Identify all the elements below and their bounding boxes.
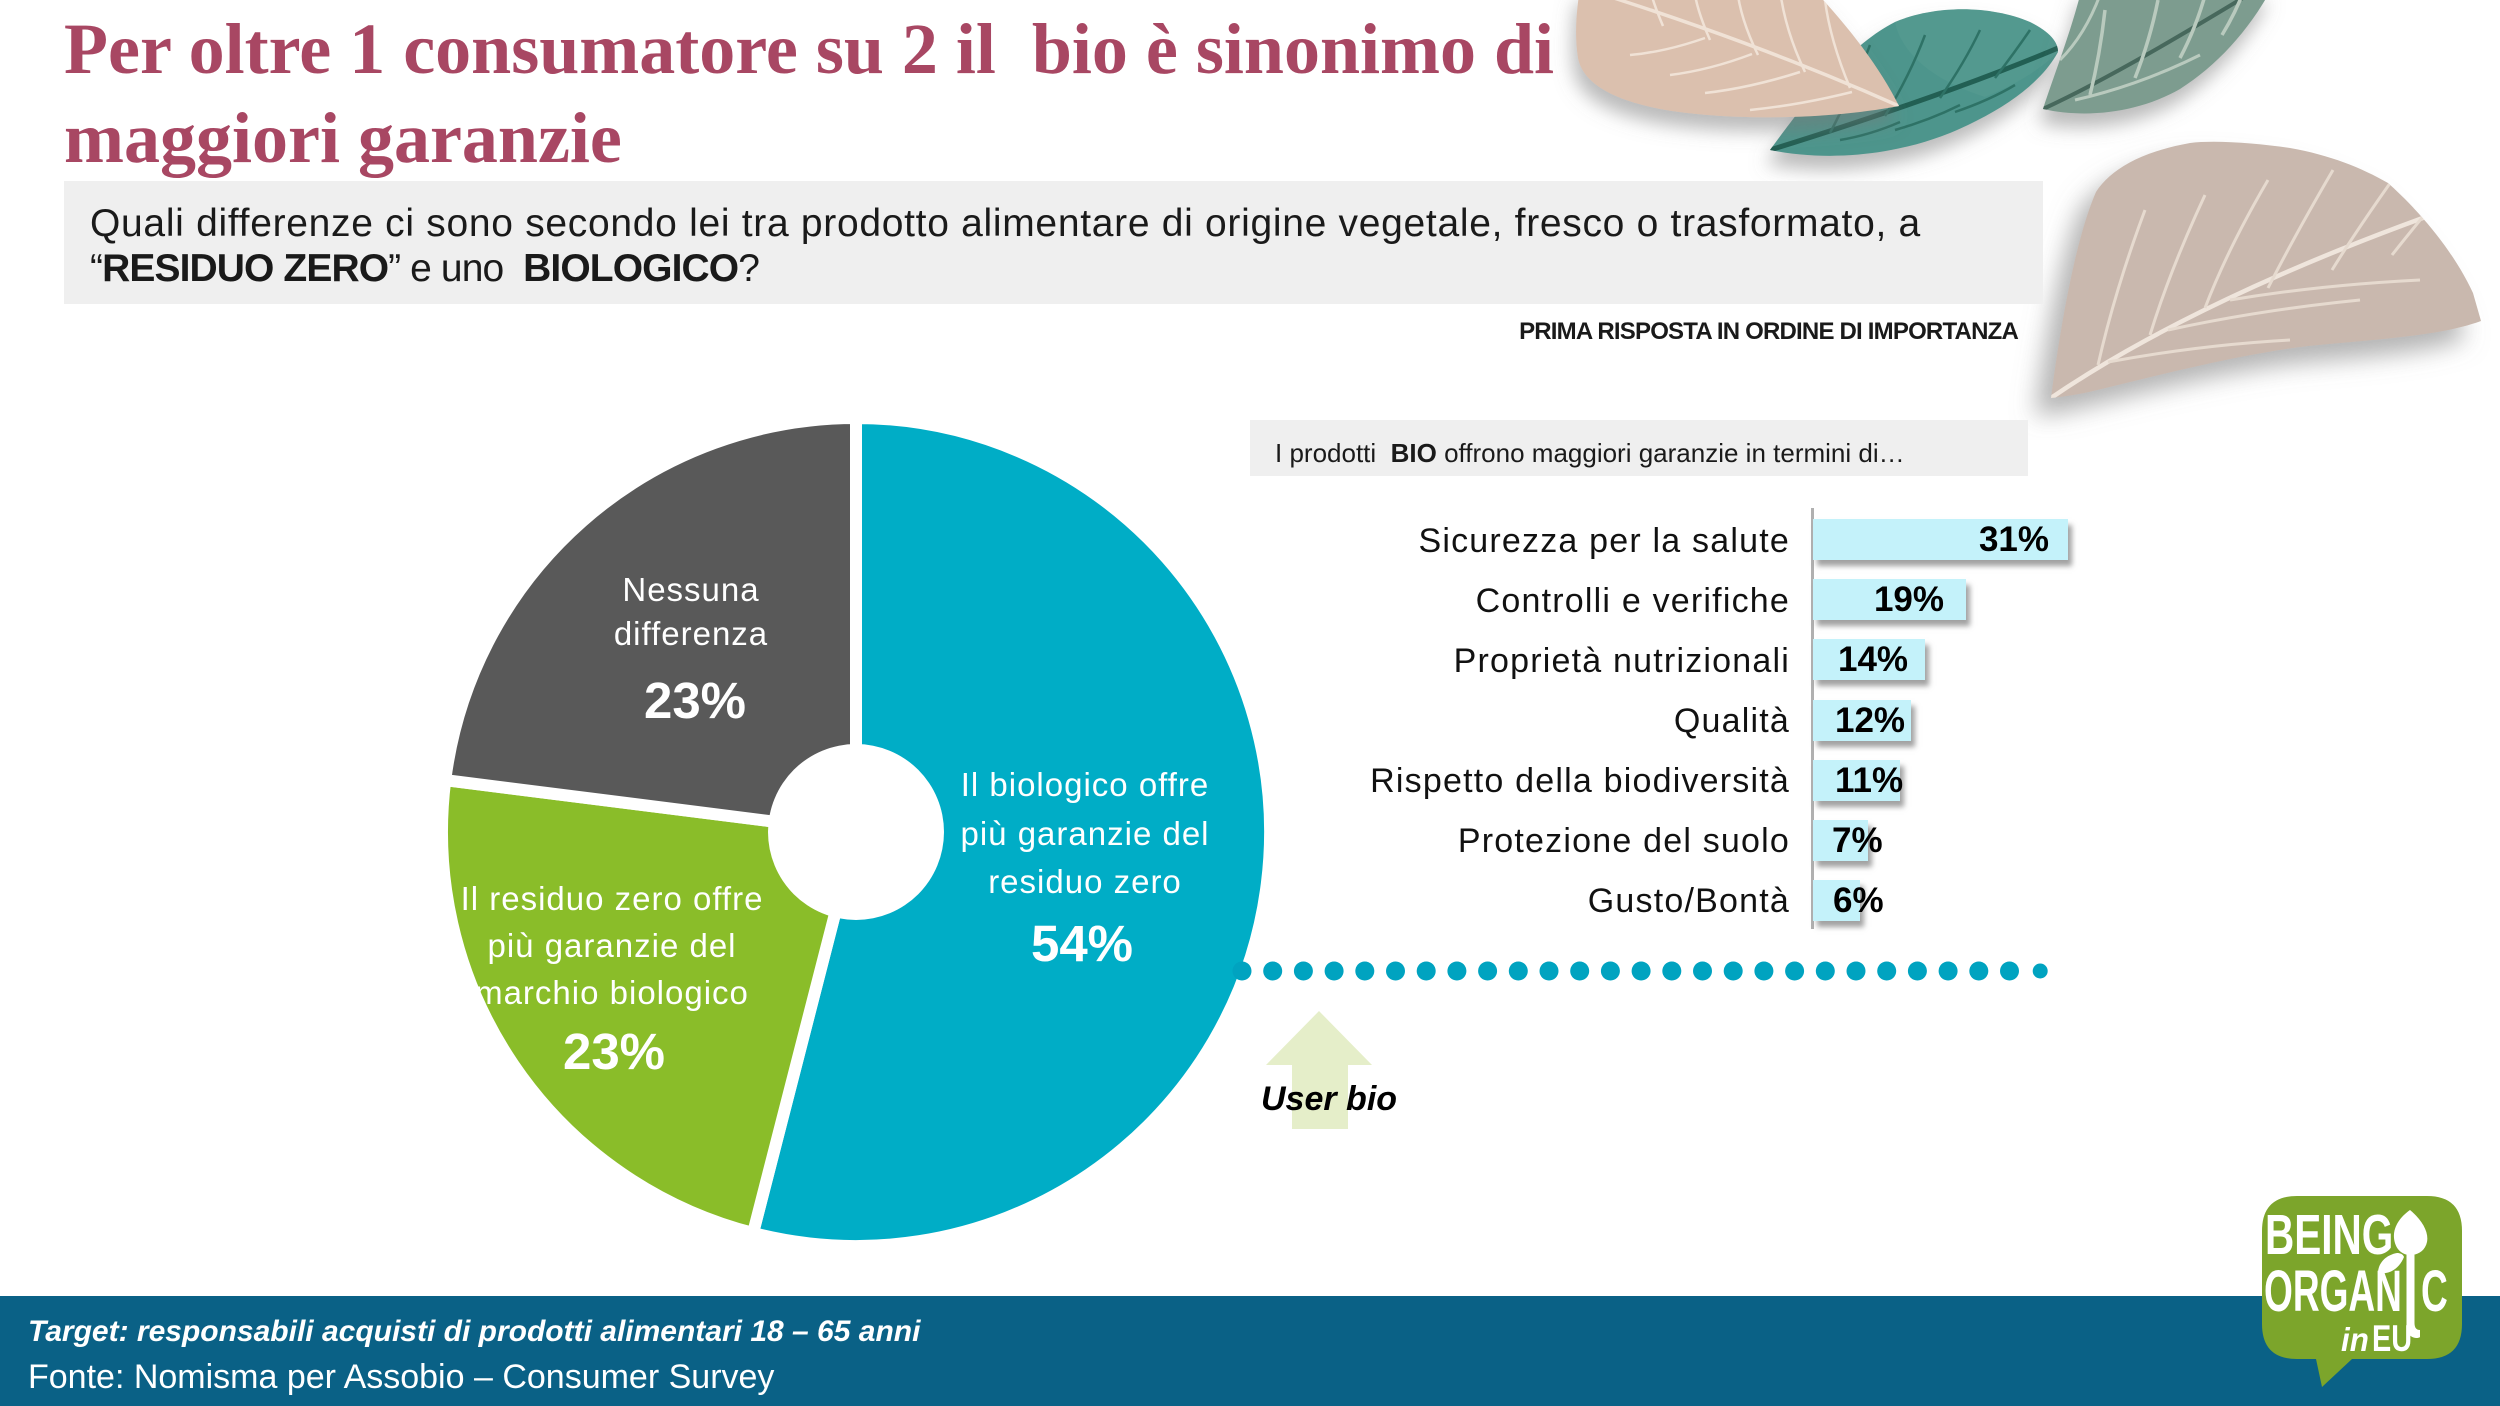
- svg-text:in: in: [2341, 1321, 2369, 1358]
- svg-text:BEING: BEING: [2265, 1203, 2393, 1266]
- svg-text:EU: EU: [2372, 1319, 2412, 1360]
- svg-text:C: C: [2421, 1260, 2448, 1324]
